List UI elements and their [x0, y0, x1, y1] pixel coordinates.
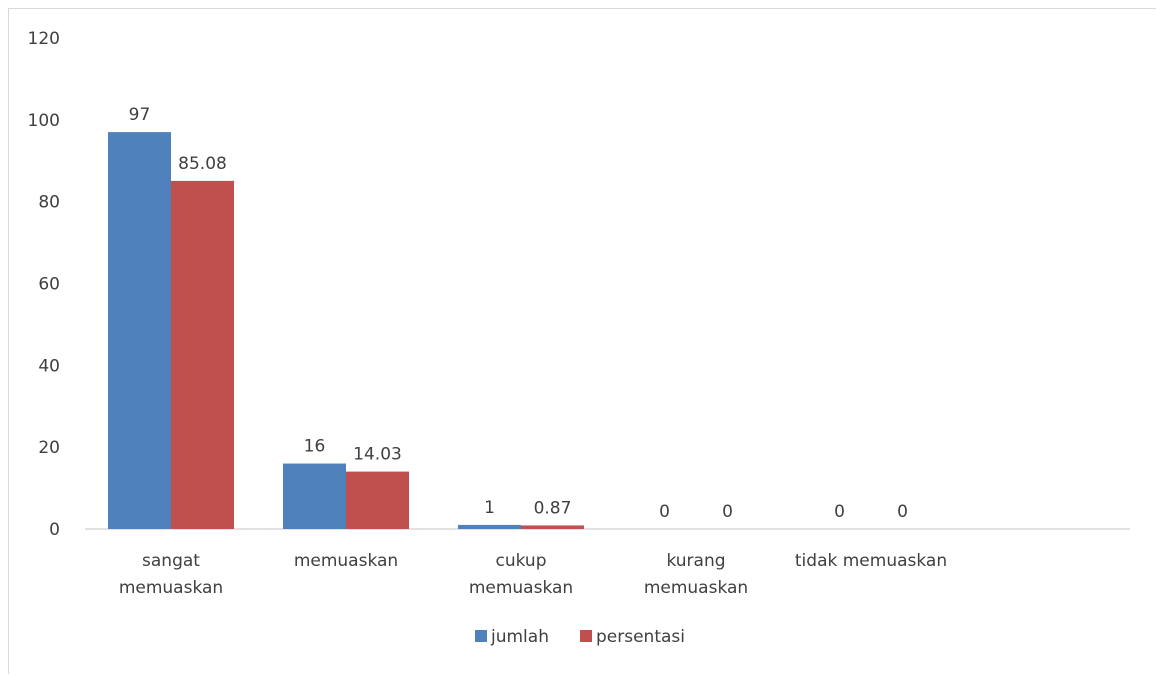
bar-persentasi	[521, 525, 584, 529]
y-tick-label: 40	[38, 356, 60, 376]
y-tick-label: 60	[38, 275, 60, 295]
x-category-label: tidak memuaskan	[795, 551, 947, 571]
legend-swatch-jumlah	[475, 630, 487, 642]
data-label-jumlah: 0	[659, 502, 670, 522]
x-category-label-line: memuaskan	[119, 578, 223, 598]
x-category-label-line: cukup	[495, 551, 546, 571]
data-label-persentasi: 14.03	[353, 445, 402, 465]
x-category-label: memuaskan	[294, 551, 398, 571]
bars	[108, 132, 584, 530]
bar-persentasi	[171, 180, 234, 530]
bar-jumlah	[458, 524, 521, 529]
legend-label-persentasi: persentasi	[596, 627, 685, 647]
x-category-label-line: tidak memuaskan	[795, 551, 947, 571]
legend: jumlah persentasi	[475, 627, 685, 647]
data-labels: 97 85.08 16 14.03 1 0.87 0 0 0 0	[129, 105, 908, 522]
data-label-persentasi: 0	[722, 502, 733, 522]
data-label-persentasi: 85.08	[178, 154, 227, 174]
bar-jumlah	[108, 132, 171, 529]
y-tick-label: 0	[49, 520, 60, 540]
data-label-persentasi: 0.87	[534, 498, 572, 518]
x-category-label-line: sangat	[142, 551, 200, 571]
y-tick-label: 120	[28, 29, 60, 49]
data-label-jumlah: 1	[484, 498, 495, 518]
data-label-jumlah: 0	[834, 502, 845, 522]
data-label-persentasi: 0	[897, 502, 908, 522]
x-category-label: cukup memuaskan	[469, 551, 573, 598]
x-category-label-line: memuaskan	[644, 578, 748, 598]
bar-persentasi	[346, 471, 409, 529]
x-category-label-line: kurang	[666, 551, 725, 571]
x-category-label-line: memuaskan	[294, 551, 398, 571]
y-axis-ticks: 0 20 40 60 80 100 120	[28, 29, 60, 540]
legend-label-jumlah: jumlah	[490, 627, 549, 647]
bar-jumlah	[283, 463, 346, 529]
legend-swatch-persentasi	[580, 630, 592, 642]
x-category-label-line: memuaskan	[469, 578, 573, 598]
data-label-jumlah: 16	[304, 437, 326, 457]
y-tick-label: 80	[38, 193, 60, 213]
x-category-label: kurang memuaskan	[644, 551, 748, 598]
y-tick-label: 100	[28, 111, 60, 131]
data-label-jumlah: 97	[129, 105, 151, 125]
x-category-label: sangat memuaskan	[119, 551, 223, 598]
y-tick-label: 20	[38, 438, 60, 458]
